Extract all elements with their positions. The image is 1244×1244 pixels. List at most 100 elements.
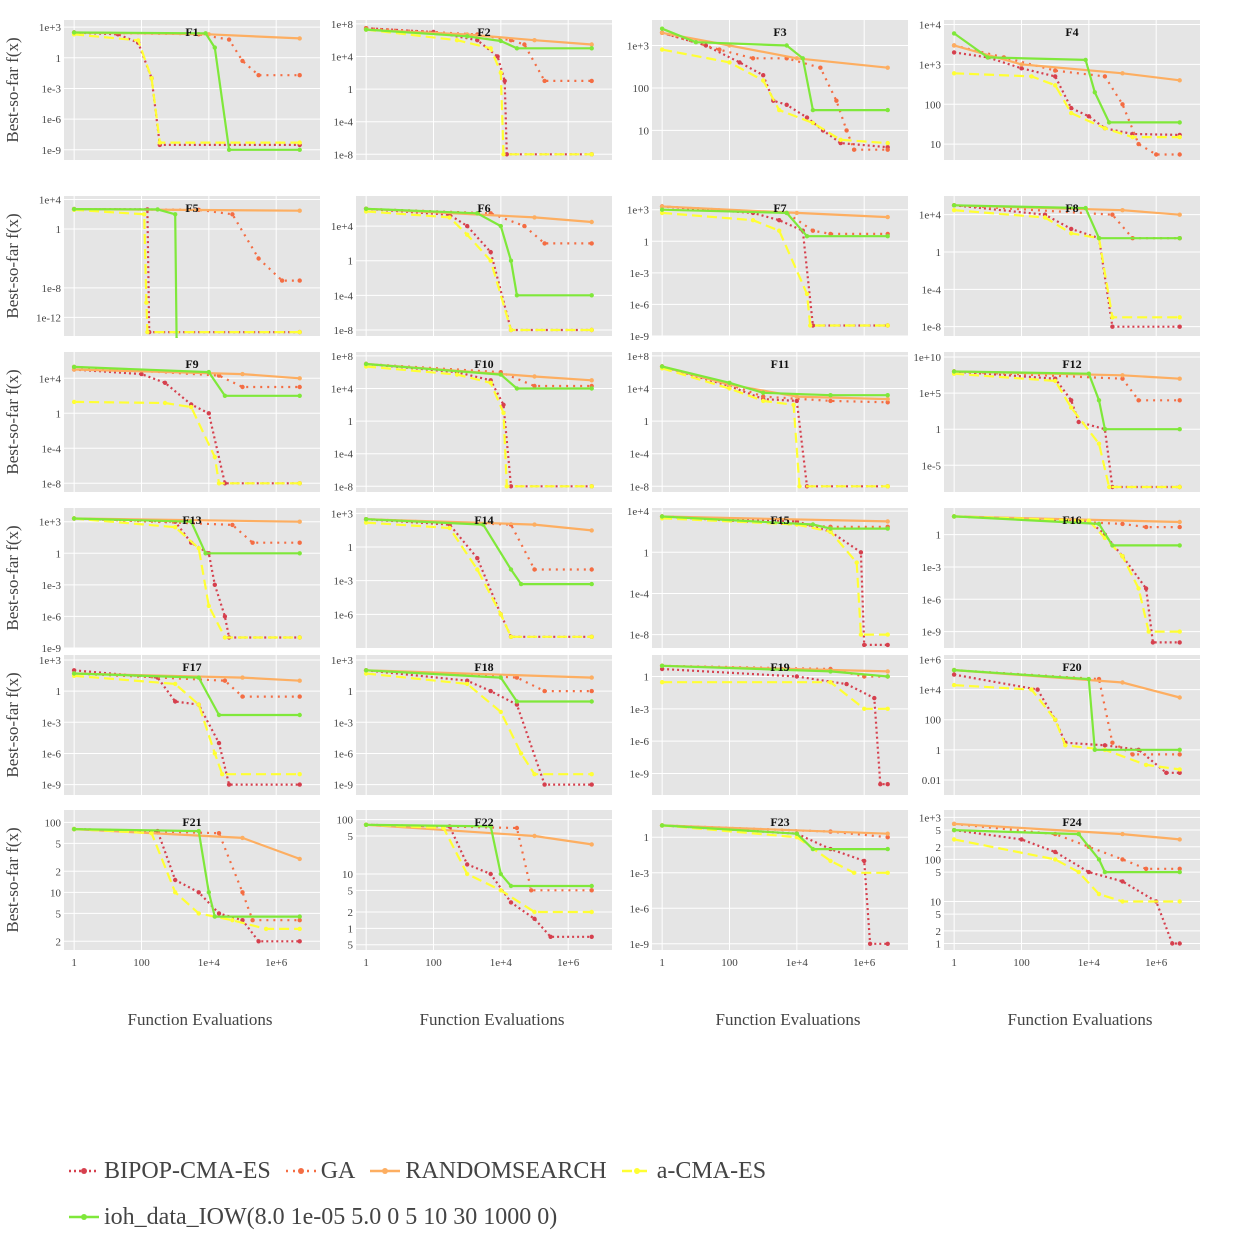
series-line bbox=[366, 518, 592, 638]
series-point bbox=[495, 54, 500, 59]
series-point bbox=[542, 78, 547, 84]
series-point bbox=[488, 380, 493, 385]
legend-item-randomsearch[interactable]: RANDOMSEARCH bbox=[369, 1157, 607, 1185]
series-point bbox=[885, 323, 890, 328]
y-tick-label: 1e+5 bbox=[919, 388, 942, 400]
series-point bbox=[589, 883, 594, 889]
series-point bbox=[1136, 141, 1141, 147]
series-point bbox=[885, 526, 890, 531]
series-point bbox=[885, 234, 890, 239]
series-point bbox=[589, 699, 594, 704]
series-line bbox=[953, 204, 1180, 328]
series-point bbox=[498, 70, 503, 76]
y-tick-label: 1e-6 bbox=[333, 609, 353, 621]
panel-series-group bbox=[951, 31, 1182, 157]
panel-f11: 1e+8 1e+4 1 1e-4 1e-8 F11 bbox=[627, 351, 908, 493]
series-point bbox=[488, 824, 493, 829]
series-point bbox=[1069, 398, 1074, 403]
legend-swatch-acmaes bbox=[621, 1168, 652, 1174]
series-point bbox=[1102, 743, 1108, 748]
series-point bbox=[363, 517, 369, 522]
series-point bbox=[216, 911, 222, 916]
series-line bbox=[954, 204, 1180, 240]
series-line bbox=[74, 517, 300, 555]
panel-f21: 1 100 1e+4 1e+6 100 5 2 10 5 2 F21 bbox=[45, 810, 320, 969]
series-point bbox=[589, 934, 594, 939]
y-tick-label: 1e+3 bbox=[39, 517, 62, 529]
series-point bbox=[589, 842, 594, 847]
series-point bbox=[1019, 62, 1024, 67]
series-point bbox=[297, 694, 302, 699]
series-line bbox=[366, 823, 592, 914]
y-tick-label: 1e+4 bbox=[919, 20, 942, 32]
series-line bbox=[74, 828, 300, 922]
panel-title: F9 bbox=[185, 357, 198, 371]
panel-title: F5 bbox=[185, 201, 198, 215]
series-point bbox=[885, 632, 890, 637]
series-point bbox=[206, 411, 211, 416]
series-point bbox=[862, 642, 867, 648]
panel-title: F8 bbox=[1065, 201, 1078, 215]
legend-item-iow[interactable]: ioh_data_IOW(8.0 1e-05 5.0 0 5 10 30 100… bbox=[68, 1204, 557, 1231]
series-point bbox=[1177, 869, 1182, 875]
y-tick-label: 1 bbox=[644, 236, 650, 248]
series-point bbox=[532, 374, 537, 379]
panel-title: F10 bbox=[474, 357, 493, 371]
series-point bbox=[589, 152, 594, 157]
series-point bbox=[885, 831, 890, 836]
legend-item-ga[interactable]: GA bbox=[285, 1158, 355, 1185]
y-tick-label: 1e-3 bbox=[921, 562, 941, 574]
legend-item-bipop[interactable]: BIPOP-CMA-ES bbox=[68, 1158, 271, 1185]
series-point bbox=[777, 107, 782, 113]
series-point bbox=[71, 671, 77, 676]
legend-item-acmaes[interactable]: a-CMA-ES bbox=[621, 1158, 766, 1185]
series-point bbox=[659, 210, 665, 216]
series-point bbox=[1177, 236, 1182, 241]
y-tick-label: 1 bbox=[936, 530, 942, 542]
series-point bbox=[951, 672, 957, 677]
series-line bbox=[74, 672, 300, 698]
y-tick-label: 10 bbox=[50, 887, 62, 899]
series-point bbox=[206, 890, 211, 895]
series-line bbox=[953, 51, 1180, 136]
series-point bbox=[1120, 831, 1125, 837]
series-point bbox=[475, 567, 480, 572]
series-point bbox=[589, 772, 594, 777]
y-tick-label: 1e-9 bbox=[629, 331, 649, 343]
series-point bbox=[951, 667, 957, 673]
series-line bbox=[366, 365, 592, 488]
series-point bbox=[136, 38, 141, 43]
legend-label-randomsearch: RANDOMSEARCH bbox=[405, 1157, 607, 1184]
series-point bbox=[659, 30, 665, 35]
series-point bbox=[885, 706, 890, 711]
y-axis-title: Best-so-far f(x) bbox=[3, 827, 22, 932]
series-point bbox=[508, 634, 514, 639]
series-point bbox=[727, 60, 732, 65]
legend-swatch-iow bbox=[69, 1214, 99, 1220]
legend-label-bipop: BIPOP-CMA-ES bbox=[104, 1157, 271, 1184]
panel-series-group bbox=[951, 203, 1182, 329]
series-point bbox=[508, 567, 514, 572]
panel-series-group bbox=[659, 663, 890, 787]
series-point bbox=[1086, 869, 1092, 875]
chart-svg: 1e+311e-31e-61e-9F11e+81e+411e-41e-8F21e… bbox=[3, 19, 1200, 1029]
series-point bbox=[454, 38, 460, 43]
series-point bbox=[828, 529, 833, 534]
series-point bbox=[1177, 695, 1182, 700]
panel-f10: 1e+8 1e+4 1 1e-4 1e-8 F10 bbox=[331, 351, 612, 493]
y-tick-label: 0.01 bbox=[922, 775, 941, 787]
series-point bbox=[518, 751, 524, 756]
series-point bbox=[488, 46, 493, 51]
series-point bbox=[240, 890, 245, 895]
series-line bbox=[366, 210, 592, 332]
series-point bbox=[162, 380, 168, 385]
series-line bbox=[954, 370, 1180, 402]
series-point bbox=[1086, 676, 1092, 682]
panel-series-group bbox=[363, 206, 594, 333]
series-line bbox=[366, 669, 592, 703]
y-tick-label: 2 bbox=[936, 842, 942, 854]
series-point bbox=[1170, 941, 1175, 946]
series-point bbox=[508, 484, 514, 489]
series-point bbox=[1177, 78, 1182, 83]
series-point bbox=[1083, 205, 1088, 211]
